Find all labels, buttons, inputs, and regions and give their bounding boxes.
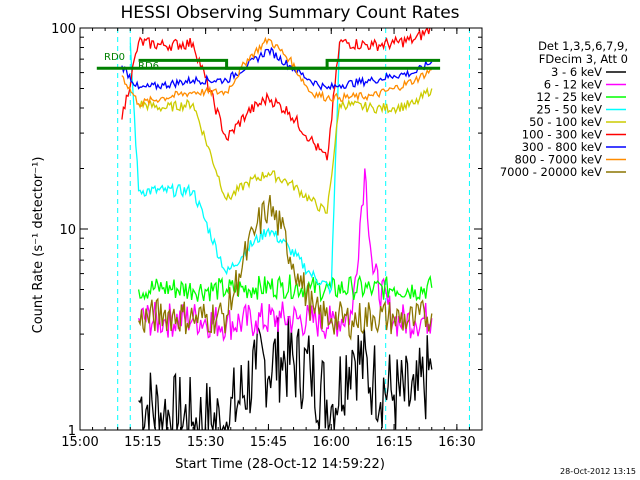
x-tick-label: 16:30 [438, 435, 475, 450]
series-rd6 [138, 58, 441, 70]
x-tick-label: 16:00 [313, 435, 350, 450]
y-tick-label: 100 [51, 22, 76, 37]
y-axis-label: Count Rate (s⁻¹ detector⁻¹) [31, 157, 46, 334]
legend-label: 3 - 6 keV [551, 65, 602, 79]
series-line-2 [137, 274, 433, 303]
series-25-50-kev [129, 42, 341, 295]
legend-label: 25 - 50 keV [536, 103, 602, 117]
annotation-rd6: RD6 [138, 61, 159, 72]
legend: Det 1,3,5,6,7,9,FDecim 3, Att 03 - 6 keV… [500, 39, 628, 179]
series-line-10 [138, 58, 441, 70]
x-tick-label: 16:15 [375, 435, 412, 450]
legend-label: 12 - 25 keV [536, 90, 602, 104]
series-line-8 [138, 195, 433, 341]
series-line-6 [121, 46, 433, 91]
legend-label: 800 - 7000 keV [514, 153, 602, 167]
legend-label: 50 - 100 keV [529, 115, 602, 129]
plot-area: RD0 RD6 [96, 28, 470, 430]
footer-timestamp: 28-Oct-2012 13:15 [560, 467, 636, 476]
series-7000-20000-kev [138, 195, 433, 341]
series-line-0 [138, 315, 433, 430]
series-12-25-kev [137, 274, 433, 303]
series-line-1 [137, 168, 433, 343]
series-3-6-kev [138, 315, 433, 430]
legend-label: 6 - 12 keV [544, 78, 602, 92]
x-tick-label: 15:30 [187, 435, 224, 450]
x-tick-label: 15:00 [61, 435, 98, 450]
series-line-3 [129, 42, 341, 295]
series-50-100-kev [138, 86, 433, 214]
series-line-4 [138, 86, 433, 214]
legend-label: 100 - 300 keV [522, 128, 602, 142]
legend-label: 7000 - 20000 keV [500, 165, 602, 179]
series-line-7 [121, 36, 432, 107]
annotation-rd0: RD0 [104, 52, 125, 63]
chart-title: HESSI Observing Summary Count Rates [120, 3, 459, 23]
x-axis-label: Start Time (28-Oct-12 14:59:22) [175, 457, 385, 472]
x-tick-label: 15:15 [124, 435, 161, 450]
x-tick-label: 15:45 [250, 435, 287, 450]
legend-label: 300 - 800 keV [522, 140, 602, 154]
legend-header-0: Det 1,3,5,6,7,9, [538, 39, 628, 53]
axes: 15:00 15:15 15:30 15:45 16:00 16:15 16:30 1 10 10… [51, 22, 483, 450]
series-6-12-kev [137, 168, 433, 343]
series-800-7000-kev [121, 36, 432, 107]
y-tick-label: 1 [68, 424, 76, 439]
legend-header-1: FDecim 3, Att 0 [539, 52, 628, 66]
series-line-5 [121, 28, 432, 161]
y-tick-label: 10 [59, 223, 76, 238]
series-300-800-kev [121, 46, 433, 91]
series-100-300-kev [121, 28, 432, 161]
series-layer: RD0 RD6 [96, 28, 470, 430]
